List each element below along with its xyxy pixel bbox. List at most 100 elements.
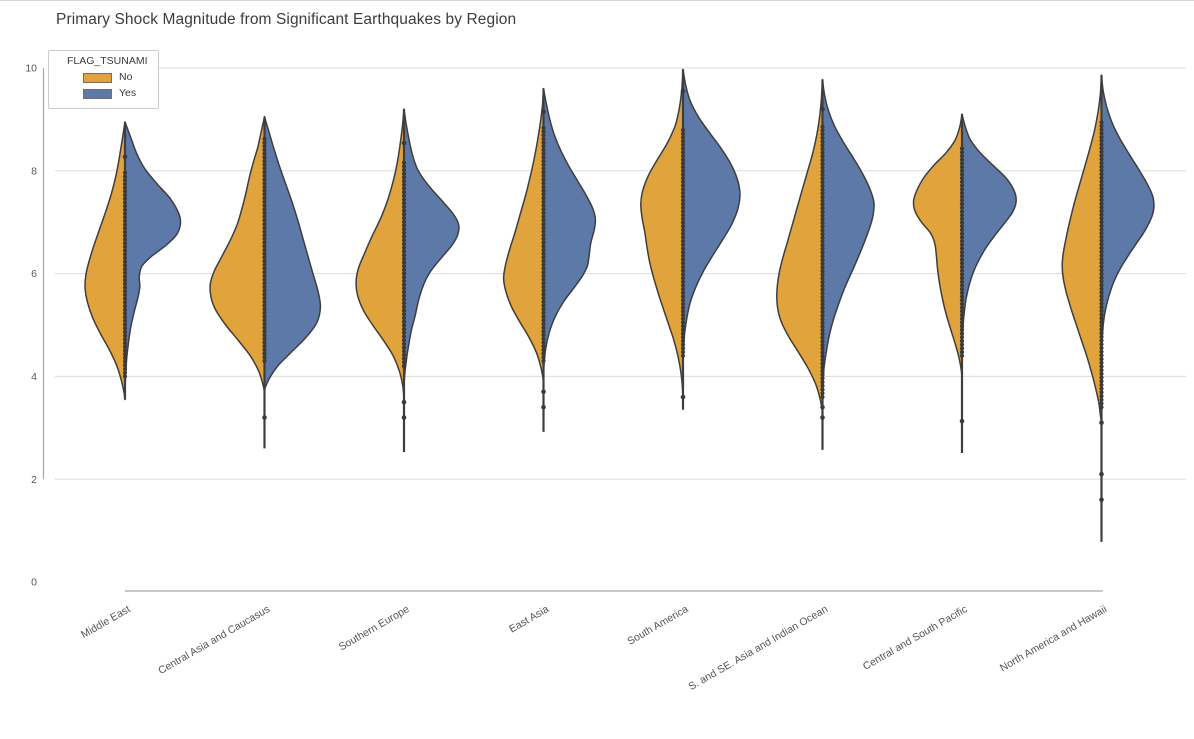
observation-point [401, 319, 407, 324]
observation-point [680, 239, 686, 244]
observation-point [122, 315, 128, 320]
observation-point [262, 214, 267, 219]
observation-point [680, 213, 686, 218]
y-tick-label-10: 10 [25, 63, 37, 75]
observation-point [541, 336, 546, 341]
observation-point [680, 131, 686, 136]
observation-point [122, 252, 128, 257]
observation-point [262, 229, 267, 234]
observation-point [959, 301, 965, 307]
observation-point [262, 318, 267, 323]
observation-point [680, 187, 686, 192]
observation-point [1099, 334, 1104, 339]
observation-point [122, 230, 128, 235]
observation-point [820, 220, 825, 226]
observation-point [541, 159, 546, 164]
observation-point [262, 192, 267, 197]
observation-point [820, 287, 825, 292]
observation-point [262, 140, 267, 145]
observation-point [680, 224, 686, 229]
violin-half-no [84, 121, 126, 401]
observation-point [541, 214, 546, 219]
outlier-point [680, 394, 686, 400]
observation-point [262, 299, 267, 304]
observation-point [820, 150, 825, 155]
legend-item-no: No [83, 71, 148, 84]
y-tick-label-8: 8 [31, 165, 37, 177]
observation-point [401, 323, 407, 328]
observation-point [262, 151, 267, 156]
observation-point [959, 316, 965, 321]
observation-point [820, 139, 825, 144]
observation-point [401, 345, 407, 350]
observation-point [680, 324, 686, 329]
observation-point [680, 290, 686, 295]
observation-point [1099, 249, 1104, 254]
observation-point [1099, 242, 1104, 247]
outlier-point [680, 88, 686, 94]
observation-point [122, 255, 128, 261]
observation-point [401, 260, 407, 265]
observation-point [401, 278, 407, 284]
observation-point [541, 210, 546, 215]
violin-inner-points [262, 136, 267, 420]
observation-point [820, 339, 825, 344]
observation-point [959, 287, 965, 292]
observation-point [122, 270, 128, 275]
axis-spines [42, 68, 1103, 592]
observation-point [262, 155, 267, 160]
observation-point [820, 387, 825, 392]
observation-point [122, 204, 128, 209]
violin-half-no [912, 113, 963, 380]
violin-inner-points [959, 146, 965, 424]
observation-point [262, 181, 267, 186]
observation-point [959, 250, 965, 255]
observation-point [959, 276, 965, 281]
observation-point [820, 135, 825, 140]
observation-point [262, 233, 267, 238]
x-tick-label-southern-europe: Southern Europe [337, 603, 412, 653]
observation-point [401, 160, 407, 165]
legend-swatch-no [83, 72, 112, 83]
violin-half-no [1061, 74, 1103, 424]
observation-point [1099, 297, 1104, 302]
observation-point [959, 172, 965, 177]
observation-point [1099, 216, 1104, 221]
observation-point [401, 349, 407, 354]
observation-point [959, 309, 965, 314]
outlier-point [401, 140, 407, 146]
observation-point [820, 232, 825, 237]
observation-point [959, 216, 965, 221]
outlier-point [1099, 420, 1104, 426]
observation-point [122, 311, 128, 316]
observation-point [122, 348, 128, 353]
violin-inner-points [680, 88, 686, 400]
observation-point [820, 309, 825, 314]
observation-point [1099, 238, 1104, 243]
observation-point [541, 188, 546, 193]
observation-point [401, 338, 407, 343]
outlier-point [541, 389, 546, 395]
observation-point [959, 313, 965, 318]
violin-inner-points [401, 140, 407, 420]
observation-point [680, 279, 686, 284]
observation-point [401, 197, 407, 202]
observation-point [680, 331, 686, 336]
observation-point [820, 254, 825, 259]
x-tick-label-north-america-and-hawaii: North America and Hawaii [998, 603, 1109, 674]
observation-point [541, 133, 546, 138]
legend-label: Yes [119, 87, 137, 100]
observation-point [680, 157, 686, 162]
observation-point [820, 132, 825, 137]
observation-point [541, 196, 546, 201]
observation-point [541, 266, 546, 271]
observation-point [1099, 160, 1104, 166]
observation-point [541, 247, 546, 253]
observation-point [1099, 345, 1104, 351]
observation-point [122, 207, 128, 212]
observation-point [1099, 205, 1104, 210]
observation-point [820, 265, 825, 270]
observation-point [1099, 268, 1104, 273]
observation-point [1099, 142, 1104, 147]
observation-point [541, 288, 546, 293]
